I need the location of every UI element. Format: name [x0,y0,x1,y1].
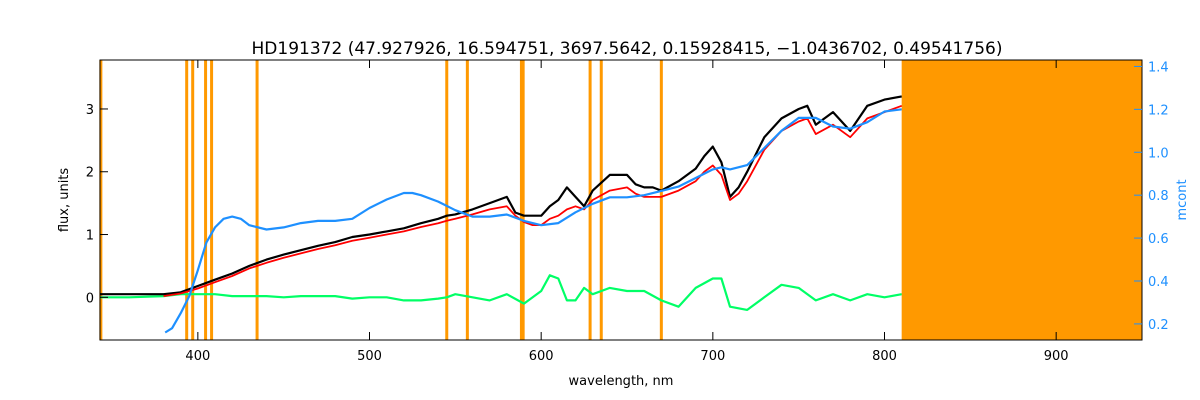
axes-layer: 400 500 600 700 800 900 0 1 2 3 0.2 0.4 0.6 0.8 1.0 1.2… [86,60,1169,364]
x-tick-label: 500 [357,349,382,364]
x-tick-label: 400 [185,349,210,364]
mask-lines-layer [99,60,663,340]
right-y-tick-label: 1.4 [1148,60,1169,75]
x-tick-label: 900 [1044,349,1069,364]
plot-frame [99,59,1143,341]
x-tick-label: 700 [700,349,725,364]
y-tick-label: 0 [86,291,94,306]
x-tick-label: 800 [872,349,897,364]
right-y-tick-label: 0.4 [1148,275,1169,290]
series-layer [100,95,903,334]
masked-region-layer [901,60,1142,340]
chart-title: HD191372 (47.927926, 16.594751, 3697.564… [252,39,1003,59]
series-line-continuum [164,108,902,334]
y-tick-label: 2 [86,166,94,181]
x-tick-label: 600 [529,349,554,364]
right-y-tick-label: 1.2 [1148,103,1169,118]
y-tick-label: 1 [86,229,94,244]
masked-region [901,60,1142,340]
x-axis-label: wavelength, nm [569,374,674,389]
right-axis-label: mcont [1175,179,1190,220]
series-line-observed [100,95,902,296]
y-tick-label: 3 [86,103,94,118]
series-line-residual [100,274,902,311]
right-y-tick-label: 1.0 [1148,146,1169,161]
series-line-model [163,104,903,297]
y-axis-label: flux, units [57,168,72,233]
right-y-tick-label: 0.8 [1148,189,1169,204]
right-y-tick-label: 0.2 [1148,318,1169,333]
right-y-tick-label: 0.6 [1148,232,1169,247]
